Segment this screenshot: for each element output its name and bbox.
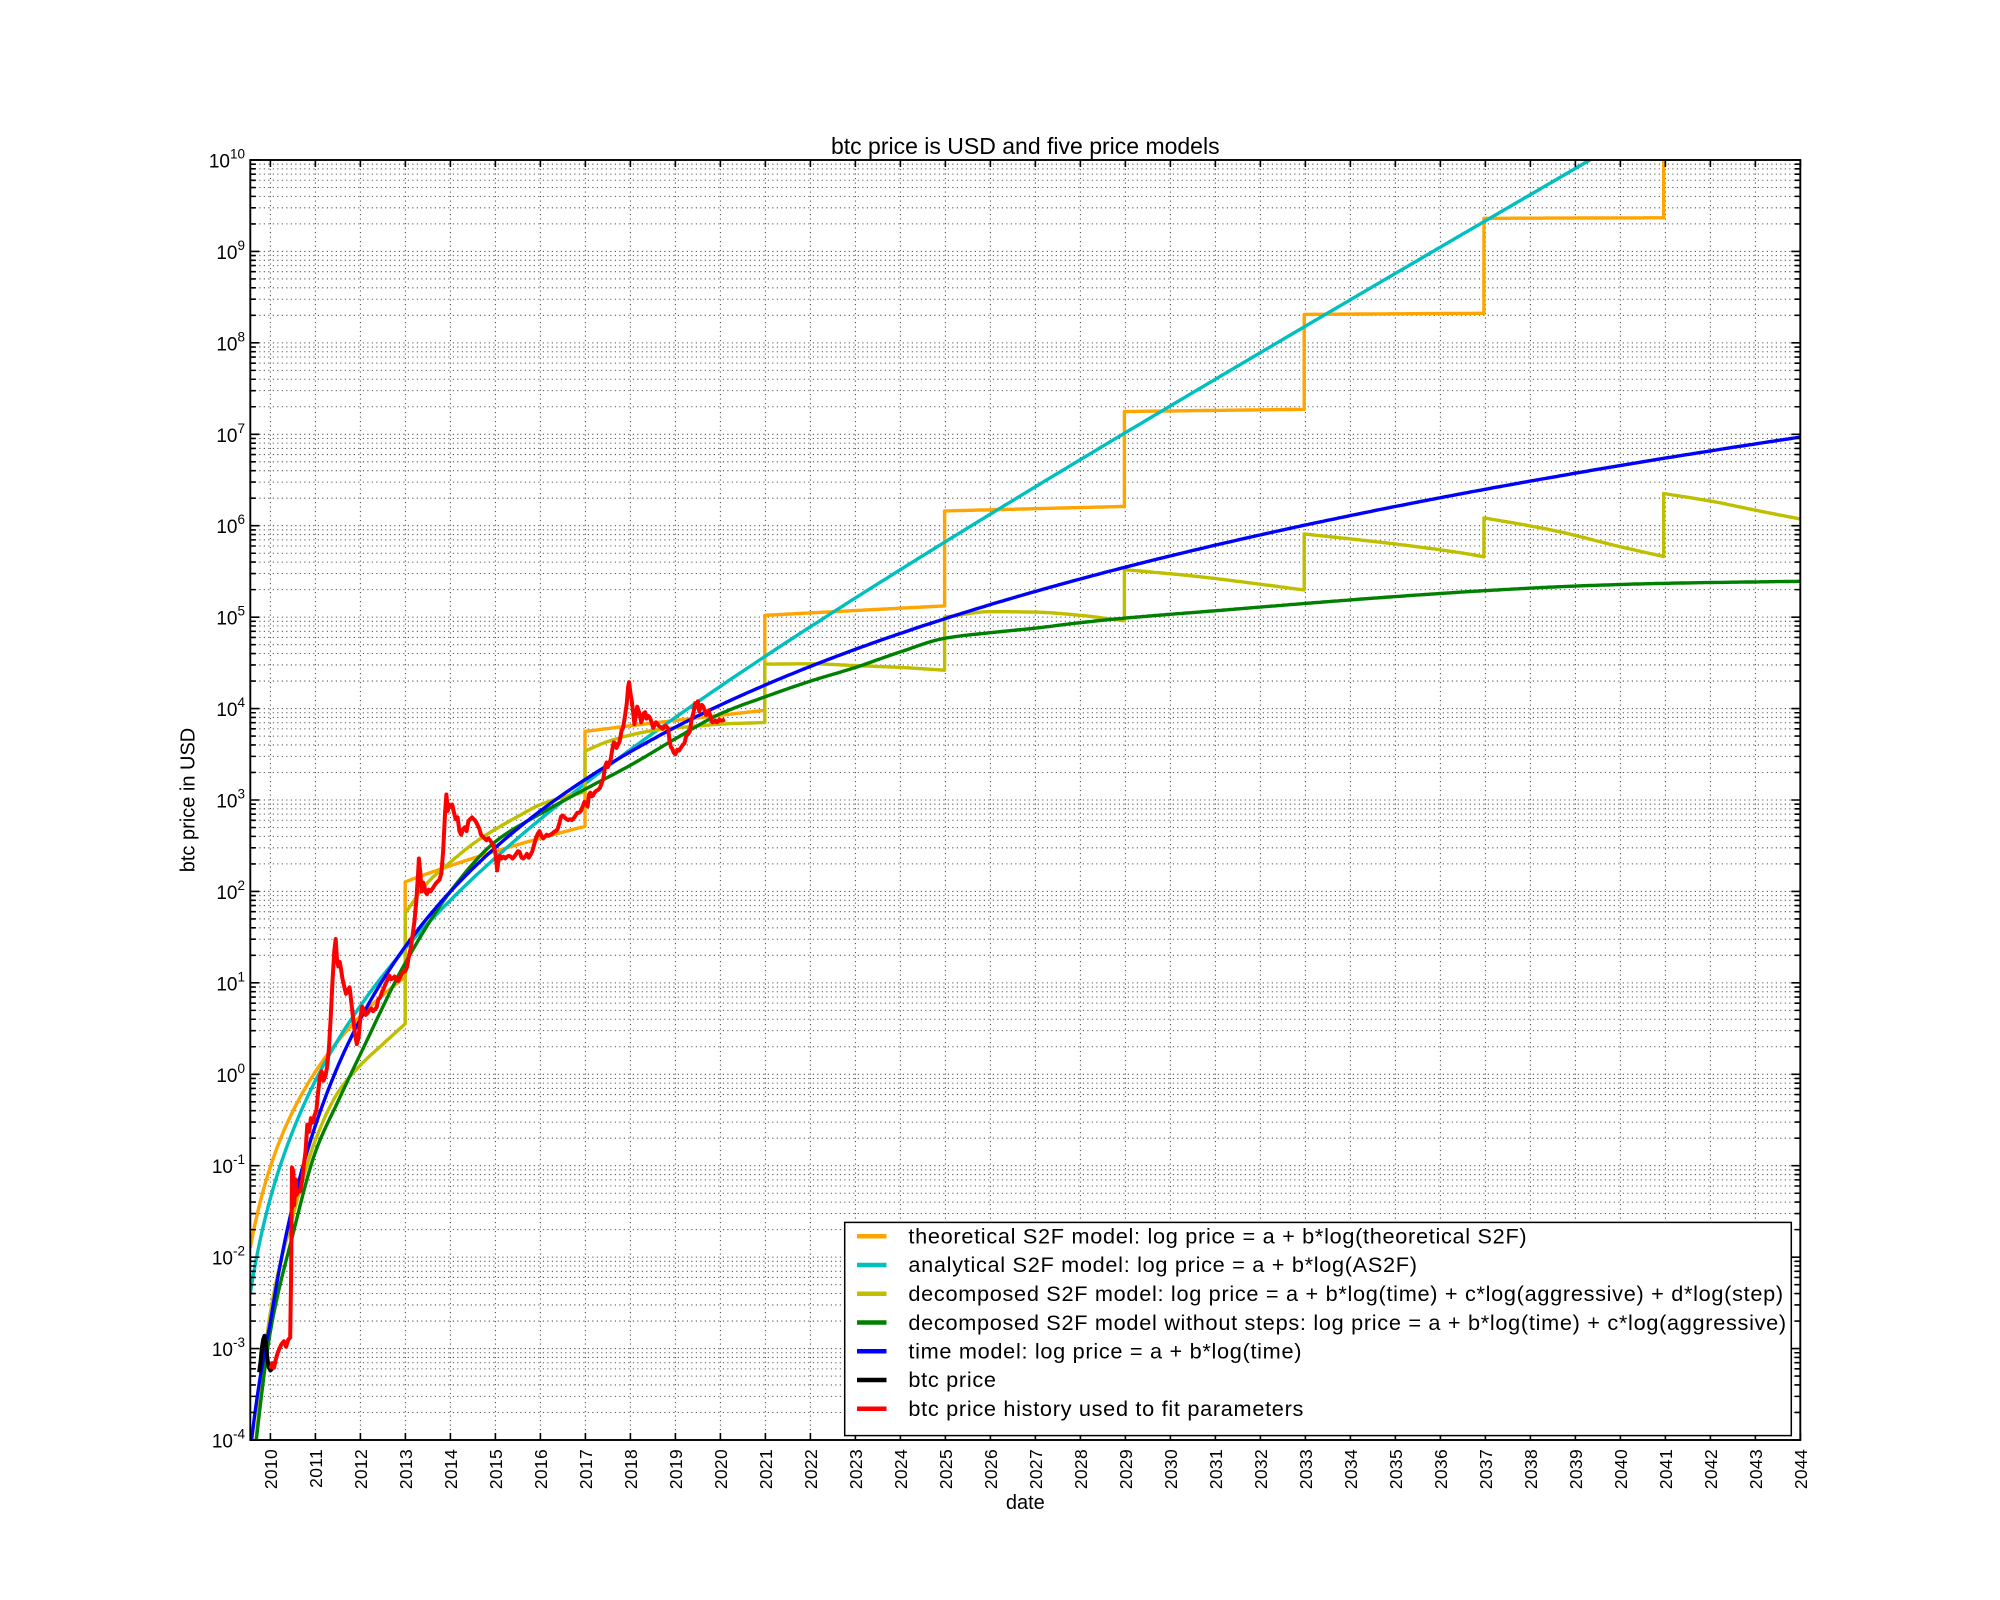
svg-text:2043: 2043 bbox=[1746, 1449, 1766, 1489]
svg-text:btc price history used to fit: btc price history used to fit parameters bbox=[908, 1396, 1304, 1421]
svg-text:2010: 2010 bbox=[261, 1449, 281, 1489]
svg-text:2020: 2020 bbox=[711, 1449, 731, 1489]
svg-text:2011: 2011 bbox=[306, 1449, 326, 1488]
svg-text:2033: 2033 bbox=[1296, 1449, 1316, 1489]
svg-text:btc price: btc price bbox=[908, 1367, 996, 1392]
svg-text:btc price is USD and five pric: btc price is USD and five price models bbox=[831, 133, 1220, 159]
svg-text:2031: 2031 bbox=[1206, 1449, 1226, 1489]
svg-text:2012: 2012 bbox=[351, 1449, 371, 1489]
svg-text:2024: 2024 bbox=[891, 1449, 911, 1489]
svg-text:2029: 2029 bbox=[1116, 1449, 1136, 1489]
svg-text:2037: 2037 bbox=[1476, 1449, 1496, 1489]
svg-text:2014: 2014 bbox=[441, 1449, 461, 1489]
svg-text:2030: 2030 bbox=[1161, 1449, 1181, 1489]
svg-text:2016: 2016 bbox=[531, 1449, 551, 1489]
svg-text:2027: 2027 bbox=[1026, 1449, 1046, 1489]
svg-text:2042: 2042 bbox=[1701, 1449, 1721, 1489]
svg-text:2044: 2044 bbox=[1791, 1449, 1811, 1489]
svg-text:2036: 2036 bbox=[1431, 1449, 1451, 1489]
svg-text:decomposed S2F model: log pric: decomposed S2F model: log price = a + b*… bbox=[908, 1281, 1783, 1306]
svg-text:time model: log price = a + b*: time model: log price = a + b*log(time) bbox=[908, 1339, 1302, 1364]
svg-text:2040: 2040 bbox=[1611, 1449, 1631, 1489]
svg-text:2015: 2015 bbox=[486, 1449, 506, 1489]
svg-text:2032: 2032 bbox=[1251, 1449, 1271, 1489]
svg-text:btc price in USD: btc price in USD bbox=[178, 728, 200, 873]
svg-text:2034: 2034 bbox=[1341, 1449, 1361, 1489]
svg-text:2026: 2026 bbox=[981, 1449, 1001, 1489]
svg-text:2023: 2023 bbox=[846, 1449, 866, 1489]
svg-text:10-4: 10-4 bbox=[212, 1427, 246, 1453]
svg-text:2035: 2035 bbox=[1386, 1449, 1406, 1489]
svg-text:theoretical S2F model: log pri: theoretical S2F model: log price = a + b… bbox=[908, 1224, 1527, 1249]
svg-text:2039: 2039 bbox=[1566, 1449, 1586, 1489]
svg-text:2017: 2017 bbox=[576, 1449, 596, 1489]
svg-text:2025: 2025 bbox=[936, 1449, 956, 1489]
svg-text:2018: 2018 bbox=[621, 1449, 641, 1489]
svg-text:2038: 2038 bbox=[1521, 1449, 1541, 1489]
svg-text:2021: 2021 bbox=[756, 1449, 776, 1489]
svg-text:date: date bbox=[1006, 1492, 1045, 1514]
svg-text:2013: 2013 bbox=[396, 1449, 416, 1489]
svg-text:decomposed S2F model without s: decomposed S2F model without steps: log … bbox=[908, 1310, 1786, 1335]
svg-text:analytical S2F model: log pric: analytical S2F model: log price = a + b*… bbox=[908, 1252, 1417, 1277]
svg-text:2019: 2019 bbox=[666, 1449, 686, 1489]
svg-text:100: 100 bbox=[216, 1061, 245, 1087]
svg-text:2028: 2028 bbox=[1071, 1449, 1091, 1489]
svg-text:2022: 2022 bbox=[801, 1449, 821, 1489]
svg-text:2041: 2041 bbox=[1656, 1449, 1676, 1489]
